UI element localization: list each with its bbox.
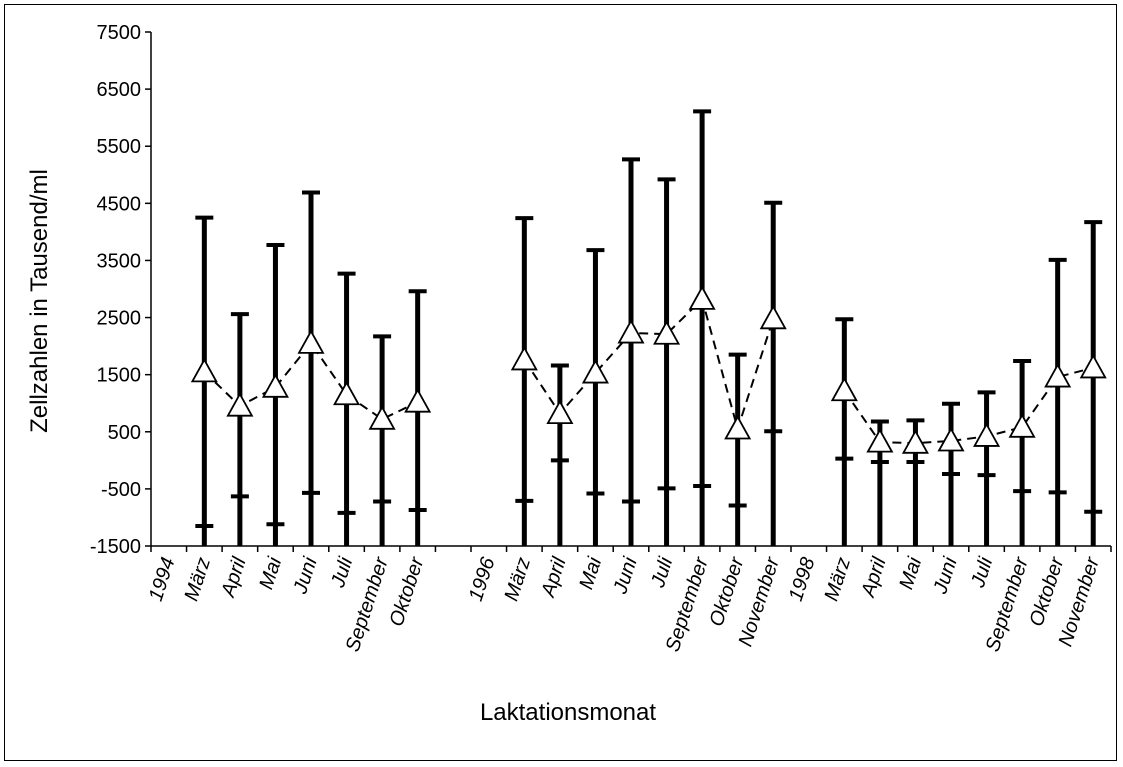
x-category-label: 1998 [785, 555, 820, 604]
x-category-label: Juni [289, 554, 322, 597]
chart-frame: 7500 6500 5500 4500 3500 2500 1500 500 -500 -1500… [4, 4, 1117, 761]
y-tick-label: 1500 [97, 365, 142, 387]
x-category-label: Mai [575, 554, 606, 592]
x-category-label: Mai [255, 554, 286, 592]
x-category-label: Juli [647, 554, 678, 591]
data-point-triangle [866, 428, 894, 453]
y-tick-label: 6500 [97, 79, 142, 101]
data-point-triangle [901, 429, 929, 454]
data-point-triangle [404, 388, 432, 413]
y-tick-label: 7500 [97, 22, 142, 44]
data-point-triangle [261, 373, 289, 398]
data-point-triangle [973, 422, 1001, 447]
x-axis-title: Laktationsmonat [480, 699, 656, 726]
data-point-triangle [688, 285, 716, 310]
data-point-triangle [653, 320, 681, 345]
y-tick-label: 3500 [97, 250, 142, 272]
series-line [203, 297, 1094, 445]
x-category-label: Juli [327, 554, 358, 591]
x-category-label: März [180, 555, 215, 604]
data-point-triangle [1044, 363, 1072, 388]
x-category-label: Juli [967, 554, 998, 591]
data-point-triangle [1008, 413, 1036, 438]
x-category-label: Oktober [386, 553, 429, 629]
y-tick-label: 2500 [97, 308, 142, 330]
x-category-label: 1994 [145, 555, 180, 604]
data-markers [190, 285, 1107, 454]
data-point-triangle [333, 380, 361, 406]
x-axis: 1994 März April Mai Juni JuliSeptemberOktober… [145, 545, 1112, 655]
x-category-label: 1996 [465, 554, 500, 604]
x-category-label: März [500, 555, 535, 604]
data-point-triangle [368, 405, 396, 430]
x-category-label: Juni [609, 554, 642, 597]
data-point-triangle [617, 319, 645, 344]
data-point-triangle [1079, 353, 1107, 379]
error-bars [195, 109, 1103, 546]
y-tick-label: -500 [101, 479, 141, 501]
data-point-triangle [759, 304, 787, 330]
x-category-label: Mai [895, 554, 926, 592]
y-tick-label: 4500 [97, 193, 142, 215]
data-point-triangle [937, 427, 965, 452]
chart-svg: 7500 6500 5500 4500 3500 2500 1500 500 -500 -1500… [26, 22, 1112, 726]
x-category-label: April [537, 554, 571, 600]
data-point-triangle [510, 345, 538, 371]
x-category-label: April [217, 554, 251, 600]
y-tick-label: -1500 [90, 536, 141, 558]
data-point-triangle [581, 359, 609, 384]
y-axis-title: Zellzahlen in Tausend/ml [26, 169, 53, 433]
y-tick-label: 500 [108, 422, 141, 444]
x-category-label: Juni [929, 554, 962, 597]
data-point-triangle [226, 392, 254, 417]
y-axis: 7500 6500 5500 4500 3500 2500 1500 500 -500 -1500 [90, 22, 152, 558]
x-category-label: April [857, 554, 891, 600]
data-point-triangle [297, 329, 325, 354]
y-tick-label: 5500 [97, 136, 142, 158]
x-category-label: März [820, 555, 855, 604]
data-point-triangle [546, 399, 574, 425]
data-point-triangle [190, 357, 218, 383]
data-point-triangle [830, 376, 858, 402]
data-point-triangle [724, 415, 752, 440]
